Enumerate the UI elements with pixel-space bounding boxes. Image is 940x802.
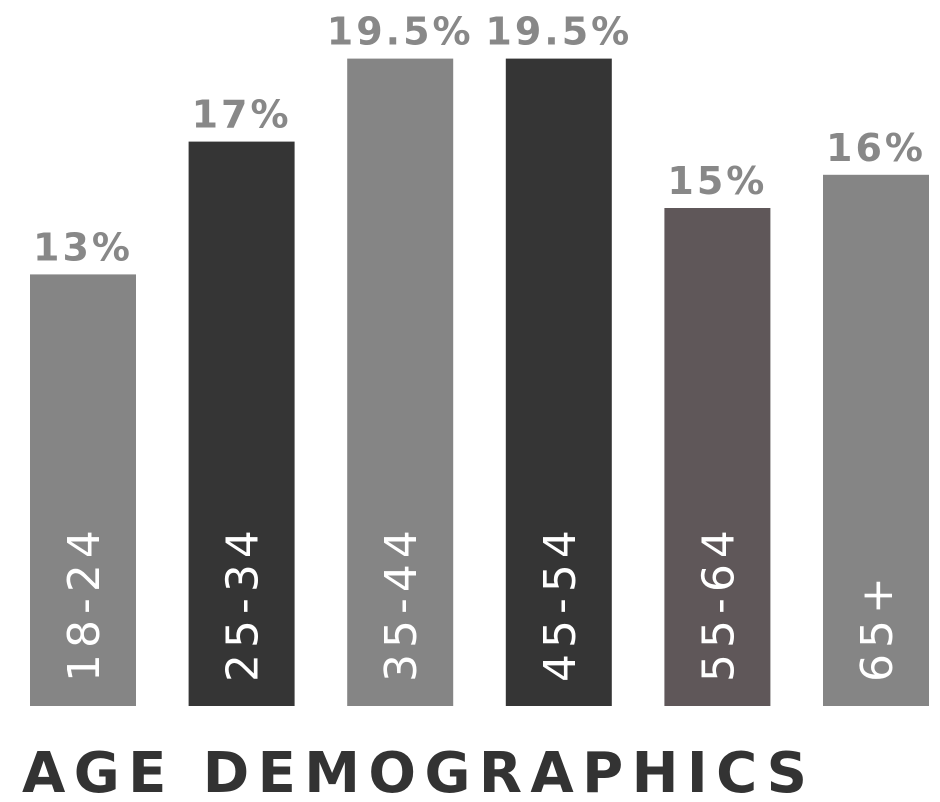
- category-label: 35-44: [376, 524, 427, 682]
- category-label: 65+: [852, 571, 903, 682]
- value-label: 13%: [33, 225, 133, 269]
- category-label: 25-34: [218, 524, 269, 682]
- bar: [664, 208, 771, 706]
- category-label: 55-64: [693, 524, 744, 682]
- bar: [347, 58, 454, 707]
- bar: [30, 274, 136, 706]
- value-label: 16%: [826, 126, 926, 170]
- value-label: 17%: [192, 93, 292, 137]
- category-label: 18-24: [59, 524, 110, 682]
- chart-title: AGE DEMOGRAPHICS: [22, 741, 807, 802]
- value-label: 19.5%: [485, 10, 632, 54]
- category-label: 45-54: [535, 524, 586, 682]
- bar: [505, 58, 612, 707]
- value-label: 15%: [667, 159, 767, 203]
- bar: [188, 141, 295, 707]
- value-label: 19.5%: [327, 10, 474, 54]
- bar: [823, 174, 929, 707]
